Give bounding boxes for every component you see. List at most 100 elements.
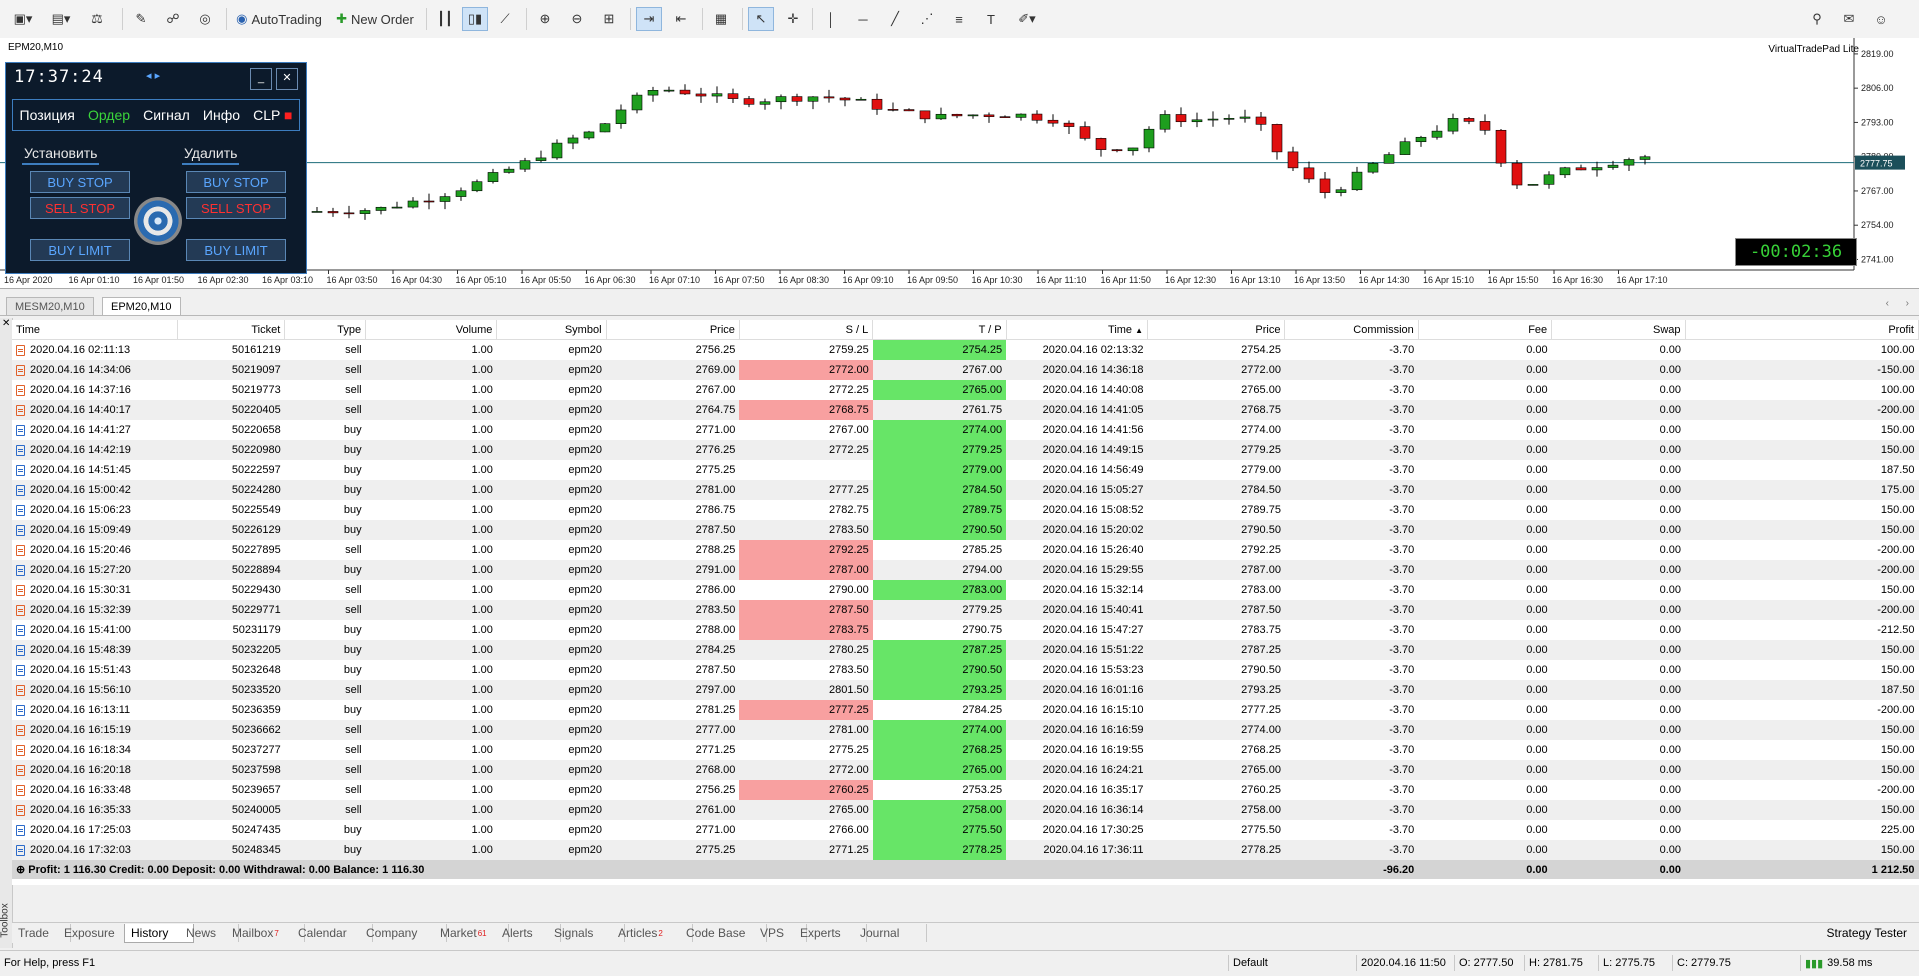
expand-icon[interactable]: ⊕ <box>16 864 29 876</box>
search-icon[interactable]: ⚲ <box>1812 11 1822 26</box>
shapes-icon[interactable]: ✐▾ <box>1018 11 1036 26</box>
tab-vps[interactable]: VPS <box>754 924 807 942</box>
table-row[interactable]: 2020.04.16 14:51:45 50222597 buy 1.00 epm20 2… <box>12 460 1919 480</box>
table-row[interactable]: 2020.04.16 14:37:16 50219773 sell 1.00 epm20… <box>12 380 1919 400</box>
horizontal-line-icon[interactable]: ─ <box>858 11 868 27</box>
table-row[interactable]: 2020.04.16 14:42:19 50220980 buy 1.00 epm20 2… <box>12 440 1919 460</box>
delete-sell-stop-button[interactable]: SELL STOP <box>186 197 286 219</box>
text-icon[interactable]: T <box>987 11 995 27</box>
col-profit[interactable]: Profit <box>1685 320 1919 340</box>
col-close-price[interactable]: Price <box>1147 320 1286 340</box>
table-row[interactable]: 2020.04.16 15:20:46 50227895 sell 1.00 epm20… <box>12 540 1919 560</box>
tab-experts[interactable]: Experts <box>794 924 867 942</box>
templates-icon[interactable]: ▦ <box>714 11 728 26</box>
trendline-icon[interactable]: ╱ <box>891 11 899 26</box>
table-row[interactable]: 2020.04.16 15:30:31 50229430 sell 1.00 epm20… <box>12 580 1919 600</box>
tab-signal[interactable]: Сигнал <box>143 107 190 123</box>
col-fee[interactable]: Fee <box>1418 320 1553 340</box>
col-symbol[interactable]: Symbol <box>496 320 607 340</box>
table-row[interactable]: 2020.04.16 14:34:06 50219097 sell 1.00 epm20… <box>12 360 1919 380</box>
minimize-icon[interactable]: _ <box>250 68 272 90</box>
tab-alerts[interactable]: Alerts <box>496 924 561 942</box>
col-type[interactable]: Type <box>284 320 367 340</box>
tab-mesm20[interactable]: MESM20,M10 <box>6 297 94 315</box>
tab-articles[interactable]: Articles 2 <box>612 924 693 942</box>
table-row[interactable]: 2020.04.16 15:32:39 50229771 sell 1.00 epm20… <box>12 600 1919 620</box>
chart-shift-icon[interactable]: ⇤ <box>675 11 687 26</box>
tab-trade[interactable]: Trade <box>12 924 71 942</box>
tab-code-base[interactable]: Code Base <box>680 924 767 942</box>
table-row[interactable]: 2020.04.16 16:20:18 50237598 sell 1.00 epm20… <box>12 760 1919 780</box>
tab-mailbox[interactable]: Mailbox 7 <box>226 924 305 942</box>
tab-market[interactable]: Market 61 <box>434 924 509 942</box>
tab-info[interactable]: Инфо <box>202 107 241 123</box>
target-icon[interactable] <box>134 197 182 245</box>
table-row[interactable]: 2020.04.16 15:56:10 50233520 sell 1.00 epm20… <box>12 680 1919 700</box>
table-row[interactable]: 2020.04.16 16:33:48 50239657 sell 1.00 epm20… <box>12 780 1919 800</box>
candlestick-icon[interactable]: ▯▮ <box>462 7 488 31</box>
navigator-icon[interactable]: ✎ <box>135 11 147 26</box>
zoom-in-icon[interactable]: ⊕ <box>539 11 551 26</box>
set-buy-limit-button[interactable]: BUY LIMIT <box>30 239 130 261</box>
col-sl[interactable]: S / L <box>739 320 874 340</box>
col-time[interactable]: Time <box>12 320 179 340</box>
table-row[interactable]: 2020.04.16 15:27:20 50228894 buy 1.00 epm20 2… <box>12 560 1919 580</box>
line-chart-icon[interactable]: ⟋ <box>500 11 510 26</box>
tab-calendar[interactable]: Calendar <box>292 924 373 942</box>
table-row[interactable]: 2020.04.16 16:13:11 50236359 buy 1.00 epm20 2… <box>12 700 1919 720</box>
table-row[interactable]: 2020.04.16 14:40:17 50220405 sell 1.00 epm20… <box>12 400 1919 420</box>
tab-journal[interactable]: Journal <box>854 924 927 942</box>
price-chart[interactable]: 2819.002806.002793.002780.002767.002754.… <box>0 38 1919 289</box>
tab-epm20[interactable]: EPM20,M10 <box>102 297 181 315</box>
tab-history[interactable]: History <box>124 924 194 943</box>
delete-buy-limit-button[interactable]: BUY LIMIT <box>186 239 286 261</box>
strategy-tester-button[interactable]: Strategy Tester <box>1826 926 1907 940</box>
table-row[interactable]: 2020.04.16 15:06:23 50225549 buy 1.00 epm20 2… <box>12 500 1919 520</box>
vertical-line-icon[interactable]: │ <box>826 11 836 27</box>
table-row[interactable]: 2020.04.16 15:48:39 50232205 buy 1.00 epm20 2… <box>12 640 1919 660</box>
close-icon[interactable]: ✕ <box>276 68 298 90</box>
tab-signals[interactable]: Signals <box>548 924 625 942</box>
signals-icon[interactable]: ◎ <box>199 11 211 26</box>
profiles-icon[interactable]: ▤▾ <box>51 11 71 26</box>
tile-windows-icon[interactable]: ⊞ <box>603 11 615 26</box>
table-row[interactable]: 2020.04.16 15:51:43 50232648 buy 1.00 epm20 2… <box>12 660 1919 680</box>
new-order-button[interactable]: ✚ New Order <box>334 7 420 31</box>
cursor-icon[interactable]: ↖ <box>748 7 774 31</box>
panel-arrows-icon[interactable]: ◂ ▸ <box>146 70 161 82</box>
table-row[interactable]: 2020.04.16 02:11:13 50161219 sell 1.00 epm20… <box>12 339 1919 360</box>
col-ticket[interactable]: Ticket <box>177 320 286 340</box>
bar-chart-icon[interactable]: ┃┃ <box>437 11 453 26</box>
new-chart-icon[interactable]: ▣▾ <box>13 11 33 26</box>
channel-icon[interactable]: ⋰ <box>920 11 934 26</box>
market-watch-icon[interactable]: ⚖ <box>91 11 103 26</box>
auto-scroll-icon[interactable]: ⇥ <box>636 7 662 31</box>
table-row[interactable]: 2020.04.16 15:00:42 50224280 buy 1.00 epm20 2… <box>12 480 1919 500</box>
tabs-scroll-left-icon[interactable]: ‹ <box>1885 298 1889 309</box>
zoom-out-icon[interactable]: ⊖ <box>571 11 583 26</box>
tab-clp[interactable]: CLP ■ <box>253 107 292 123</box>
delete-buy-stop-button[interactable]: BUY STOP <box>186 171 286 193</box>
table-row[interactable]: 2020.04.16 17:25:03 50247435 buy 1.00 epm20 2… <box>12 820 1919 840</box>
status-profile[interactable]: Default <box>1228 955 1357 971</box>
col-volume[interactable]: Volume <box>365 320 498 340</box>
table-row[interactable]: 2020.04.16 16:18:34 50237277 sell 1.00 epm20… <box>12 740 1919 760</box>
col-commission[interactable]: Commission <box>1284 320 1419 340</box>
account-icon[interactable]: ☺ <box>1874 11 1888 27</box>
toolbox-close-icon[interactable]: ✕ <box>2 318 11 329</box>
table-row[interactable]: 2020.04.16 17:32:03 50248345 buy 1.00 epm20 2… <box>12 840 1919 860</box>
crosshair-icon[interactable]: ✛ <box>787 11 799 26</box>
fibonacci-icon[interactable]: ≡ <box>955 11 963 27</box>
table-row[interactable]: 2020.04.16 16:15:19 50236662 sell 1.00 epm20… <box>12 720 1919 740</box>
set-sell-stop-button[interactable]: SELL STOP <box>30 197 130 219</box>
col-close-time[interactable]: Time ▲ <box>1006 320 1149 340</box>
col-price[interactable]: Price <box>606 320 740 340</box>
table-row[interactable]: 2020.04.16 16:35:33 50240005 sell 1.00 epm20… <box>12 800 1919 820</box>
set-buy-stop-button[interactable]: BUY STOP <box>30 171 130 193</box>
tab-order[interactable]: Ордер <box>87 107 131 123</box>
data-window-icon[interactable]: ☍ <box>166 11 180 26</box>
col-swap[interactable]: Swap <box>1551 320 1686 340</box>
tab-company[interactable]: Company <box>360 924 447 942</box>
tab-news[interactable]: News <box>180 924 239 942</box>
table-row[interactable]: 2020.04.16 15:09:49 50226129 buy 1.00 epm20 2… <box>12 520 1919 540</box>
